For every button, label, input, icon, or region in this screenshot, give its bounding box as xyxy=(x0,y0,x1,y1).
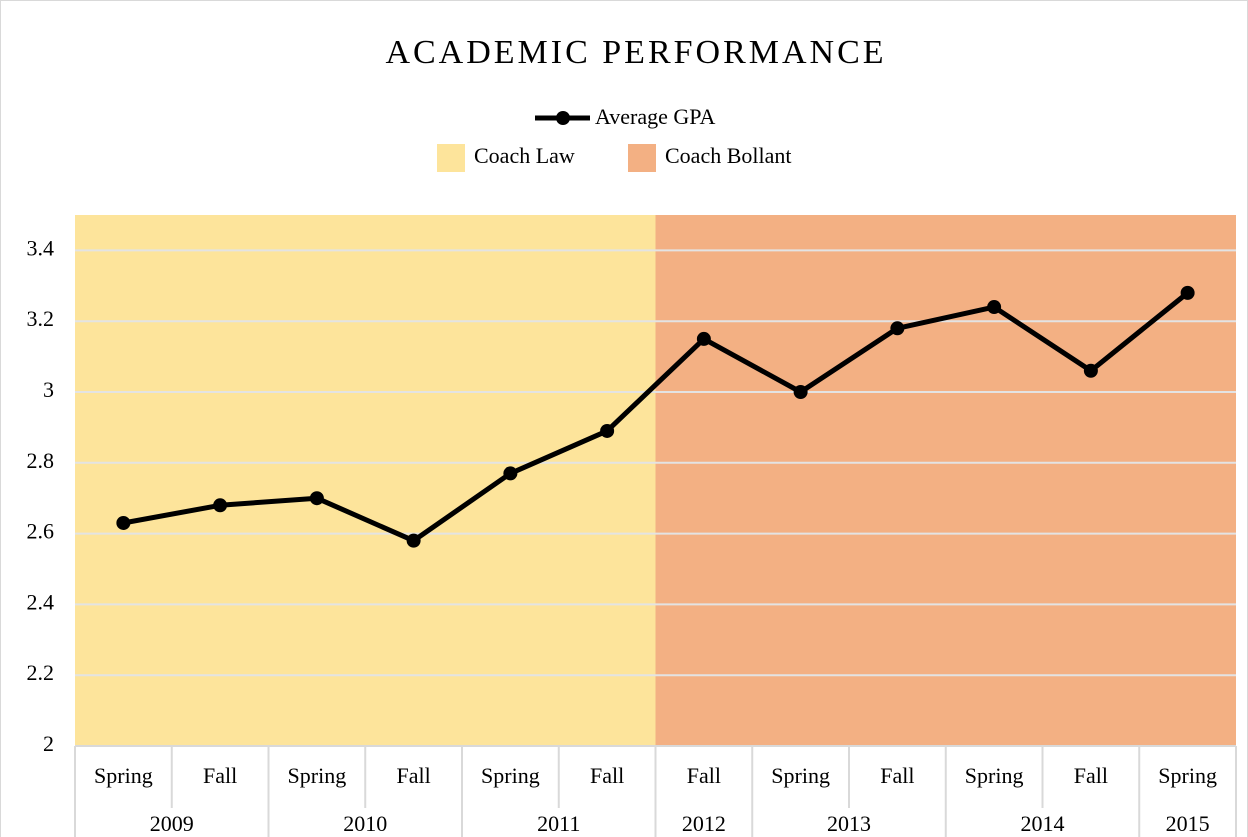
legend-label: Coach Bollant xyxy=(665,143,791,168)
legend-swatch xyxy=(437,144,465,172)
period-backgrounds xyxy=(75,215,1236,746)
x-tick-label: Fall xyxy=(880,763,914,788)
y-tick-label: 2.8 xyxy=(27,448,55,473)
x-tick-label: Fall xyxy=(590,763,624,788)
period-band xyxy=(655,215,1236,746)
x-group-label: 2010 xyxy=(343,811,387,836)
data-point xyxy=(793,385,808,399)
x-tick-label: Spring xyxy=(965,763,1024,788)
x-tick-label: Spring xyxy=(94,763,153,788)
x-tick-label: Fall xyxy=(203,763,237,788)
data-point xyxy=(406,533,421,548)
x-group-label: 2011 xyxy=(537,811,580,836)
data-point xyxy=(503,466,518,481)
y-tick-label: 2 xyxy=(43,731,54,756)
data-point xyxy=(116,515,131,530)
legend-label: Average GPA xyxy=(595,104,715,129)
plot xyxy=(75,249,1236,677)
x-tick-label: Fall xyxy=(1074,763,1108,788)
series-line xyxy=(122,290,1190,544)
x-tick-label: Spring xyxy=(288,763,347,788)
data-point xyxy=(890,321,905,336)
legend-swatch xyxy=(628,144,656,172)
x-tick-label: Spring xyxy=(771,763,830,788)
y-tick-label: 3 xyxy=(43,377,54,402)
x-group-label: 2009 xyxy=(150,811,194,836)
data-point xyxy=(987,300,1002,315)
x-tick-label: Fall xyxy=(397,763,431,788)
data-point xyxy=(309,491,324,506)
x-tick-label: Spring xyxy=(481,763,540,788)
y-tick-label: 3.2 xyxy=(27,306,55,331)
x-group-label: 2012 xyxy=(682,811,726,836)
y-tick-label: 3.4 xyxy=(27,235,55,260)
period-band xyxy=(75,215,656,746)
data-point xyxy=(600,423,615,438)
chart-title: ACADEMIC PERFORMANCE xyxy=(385,34,886,71)
data-point xyxy=(1083,363,1098,378)
y-tick-label: 2.2 xyxy=(27,660,55,685)
x-group-label: 2015 xyxy=(1166,811,1210,836)
y-tick-label: 2.6 xyxy=(27,519,55,544)
x-tick-label: Fall xyxy=(687,763,721,788)
legend-marker xyxy=(556,111,570,125)
data-point xyxy=(696,331,711,346)
x-tick-label: Spring xyxy=(1158,763,1217,788)
legend-label: Coach Law xyxy=(474,143,575,168)
x-group-label: 2013 xyxy=(827,811,871,836)
y-tick-label: 2.4 xyxy=(27,589,55,614)
x-group-label: 2014 xyxy=(1021,811,1065,836)
data-point xyxy=(213,498,228,513)
data-point xyxy=(1180,285,1195,300)
